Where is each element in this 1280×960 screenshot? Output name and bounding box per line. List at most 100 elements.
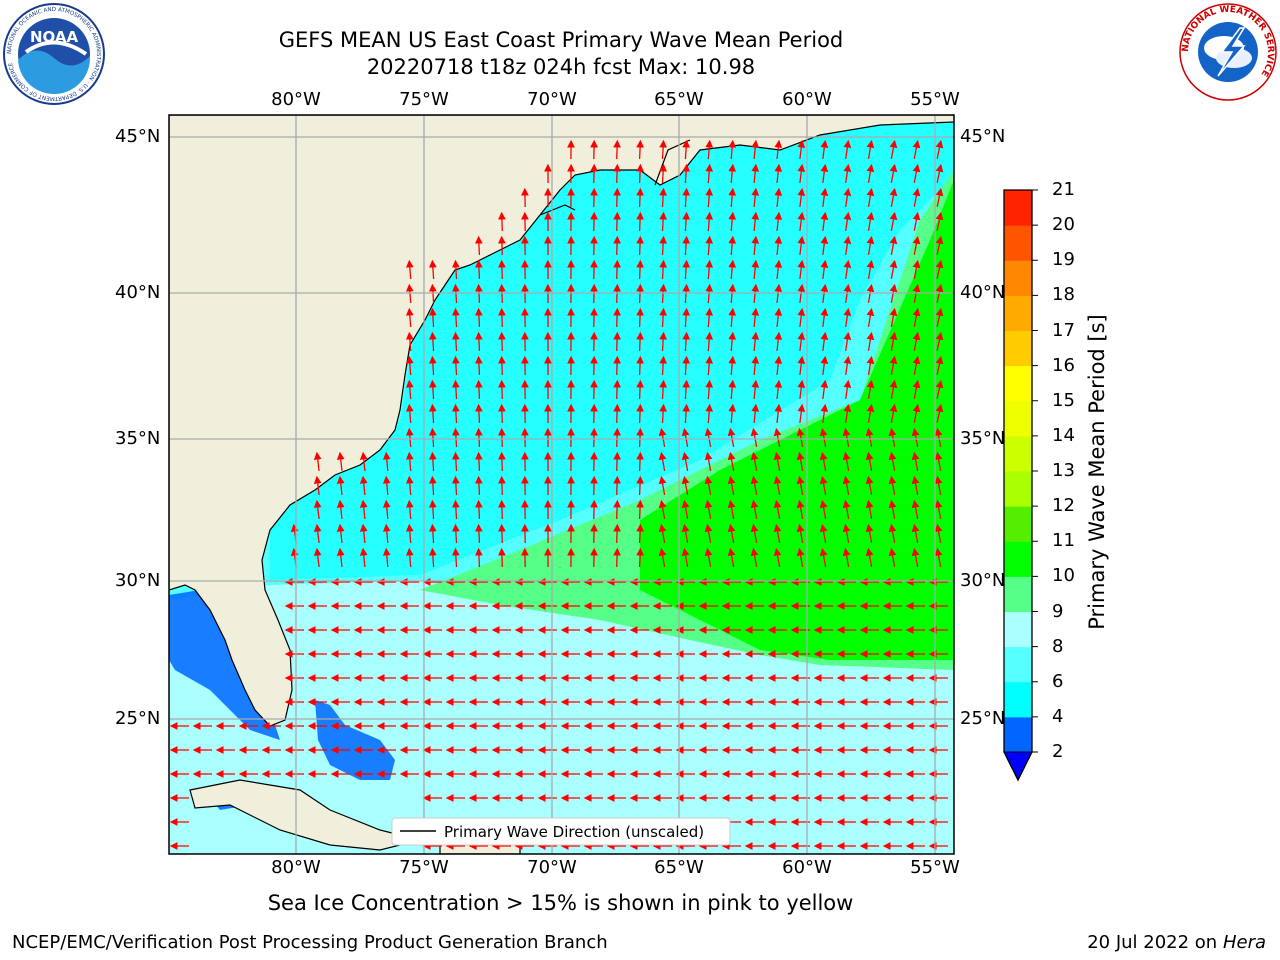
wave-arrow [797, 403, 806, 423]
wave-arrow [428, 427, 437, 448]
wave-arrow [451, 427, 460, 448]
wave-arrow [636, 499, 645, 520]
wave-arrow [888, 547, 897, 568]
wave-arrow [750, 547, 759, 568]
wave-direction-arrows [169, 139, 948, 850]
wave-arrow [704, 499, 713, 520]
wave-arrow [613, 307, 621, 328]
wave-arrow [797, 355, 806, 375]
wave-arrow [474, 331, 483, 352]
lon-label-bottom: 55°W [910, 857, 960, 878]
wave-arrow [613, 475, 621, 496]
wave-arrow [774, 235, 783, 255]
wave-arrow [751, 379, 760, 400]
lat-label-right: 30°N [960, 570, 1006, 591]
wave-arrow [336, 451, 345, 471]
wave-arrow [451, 379, 460, 400]
wave-arrow [658, 523, 667, 544]
wave-arrow [336, 475, 345, 495]
wave-arrow [842, 451, 851, 472]
wave-arrow [865, 547, 874, 568]
colorbar-segment [1004, 681, 1032, 718]
wave-arrow [866, 187, 875, 208]
wave-arrow [889, 187, 898, 208]
wave-arrow [727, 499, 736, 520]
wave-arrow [866, 163, 875, 184]
wave-arrow [912, 331, 921, 351]
wave-arrow [727, 451, 736, 472]
lon-label-top: 55°W [910, 89, 960, 110]
wave-arrow [843, 235, 852, 255]
wave-arrow [843, 259, 852, 279]
wave-arrow [889, 307, 898, 328]
wave-arrow [773, 475, 782, 496]
wave-arrow [797, 235, 806, 255]
nws-logo: NATIONAL WEATHER SERVICE [1179, 3, 1277, 101]
wave-arrow [774, 379, 783, 399]
wave-arrow [636, 427, 645, 448]
wave-arrow [405, 355, 414, 376]
wave-arrow [659, 379, 668, 400]
wave-arrow [888, 427, 897, 448]
wave-arrow [866, 379, 875, 400]
wave-arrow [451, 523, 460, 544]
colorbar-segment [1004, 225, 1032, 261]
wave-arrow [728, 355, 737, 376]
wave-arrow [843, 139, 852, 159]
wave-arrow [728, 331, 737, 352]
wave-arrow [705, 163, 714, 184]
lat-label-left: 40°N [115, 282, 161, 303]
lon-label-top: 75°W [399, 89, 449, 110]
wave-arrow [474, 499, 483, 520]
wave-arrow [658, 499, 667, 520]
lat-label-right: 25°N [960, 708, 1006, 729]
wave-arrow [659, 307, 668, 328]
wave-arrow [751, 283, 760, 304]
wave-arrow [704, 427, 713, 448]
wave-arrow [682, 331, 691, 352]
wave-arrow [682, 259, 691, 280]
wave-arrow [451, 451, 460, 472]
wave-arrow [912, 139, 921, 159]
colorbar-segment [1004, 541, 1032, 577]
wave-arrow [681, 547, 690, 568]
wave-arrow [842, 499, 851, 520]
wave-arrow [935, 355, 944, 375]
wave-arrow [474, 427, 483, 448]
colorbar-tick-label: 17 [1052, 319, 1075, 341]
wave-arrow [428, 499, 437, 520]
wave-arrow [934, 523, 943, 544]
wave-arrow [428, 307, 437, 328]
wave-arrow [474, 379, 483, 400]
wave-arrow [912, 283, 921, 303]
wave-arrow [935, 283, 944, 303]
lon-label-top: 60°W [782, 89, 832, 110]
wave-arrow [359, 499, 368, 520]
wave-arrow [704, 547, 713, 568]
wave-arrow [751, 307, 760, 328]
wave-arrow [704, 523, 713, 544]
wave-arrow [819, 547, 828, 568]
wave-arrow [313, 547, 322, 567]
wave-arrow [935, 307, 944, 327]
wave-arrow [842, 427, 851, 448]
wave-arrow [682, 355, 691, 376]
wave-arrow [682, 187, 691, 208]
wave-arrow [751, 187, 760, 208]
wave-arrow [934, 499, 943, 520]
wave-arrow [797, 163, 806, 183]
wave-arrow [751, 163, 760, 184]
wave-arrow [705, 211, 714, 232]
colorbar-tick-label: 12 [1052, 495, 1075, 517]
wave-arrow [796, 523, 805, 544]
wave-arrow [498, 259, 506, 280]
wave-arrow [843, 211, 852, 231]
wave-arrow [636, 403, 645, 424]
wave-arrow [819, 427, 828, 448]
wave-arrow [681, 475, 690, 496]
lon-label-bottom: 70°W [527, 857, 577, 878]
map-frame [169, 115, 954, 854]
wave-arrow [728, 379, 737, 400]
wave-arrow [659, 331, 668, 352]
wave-arrow [912, 379, 921, 399]
